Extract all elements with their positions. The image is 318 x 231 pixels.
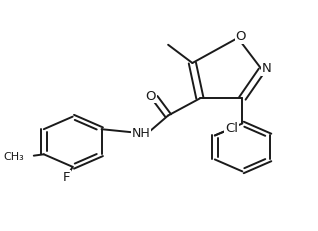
Text: NH: NH (132, 127, 151, 140)
Text: N: N (262, 62, 272, 75)
Text: CH₃: CH₃ (3, 152, 24, 161)
Text: methyl: methyl (164, 43, 169, 44)
Text: F: F (63, 171, 70, 184)
Text: O: O (146, 90, 156, 103)
Text: O: O (236, 30, 246, 43)
Text: Cl: Cl (225, 122, 238, 135)
